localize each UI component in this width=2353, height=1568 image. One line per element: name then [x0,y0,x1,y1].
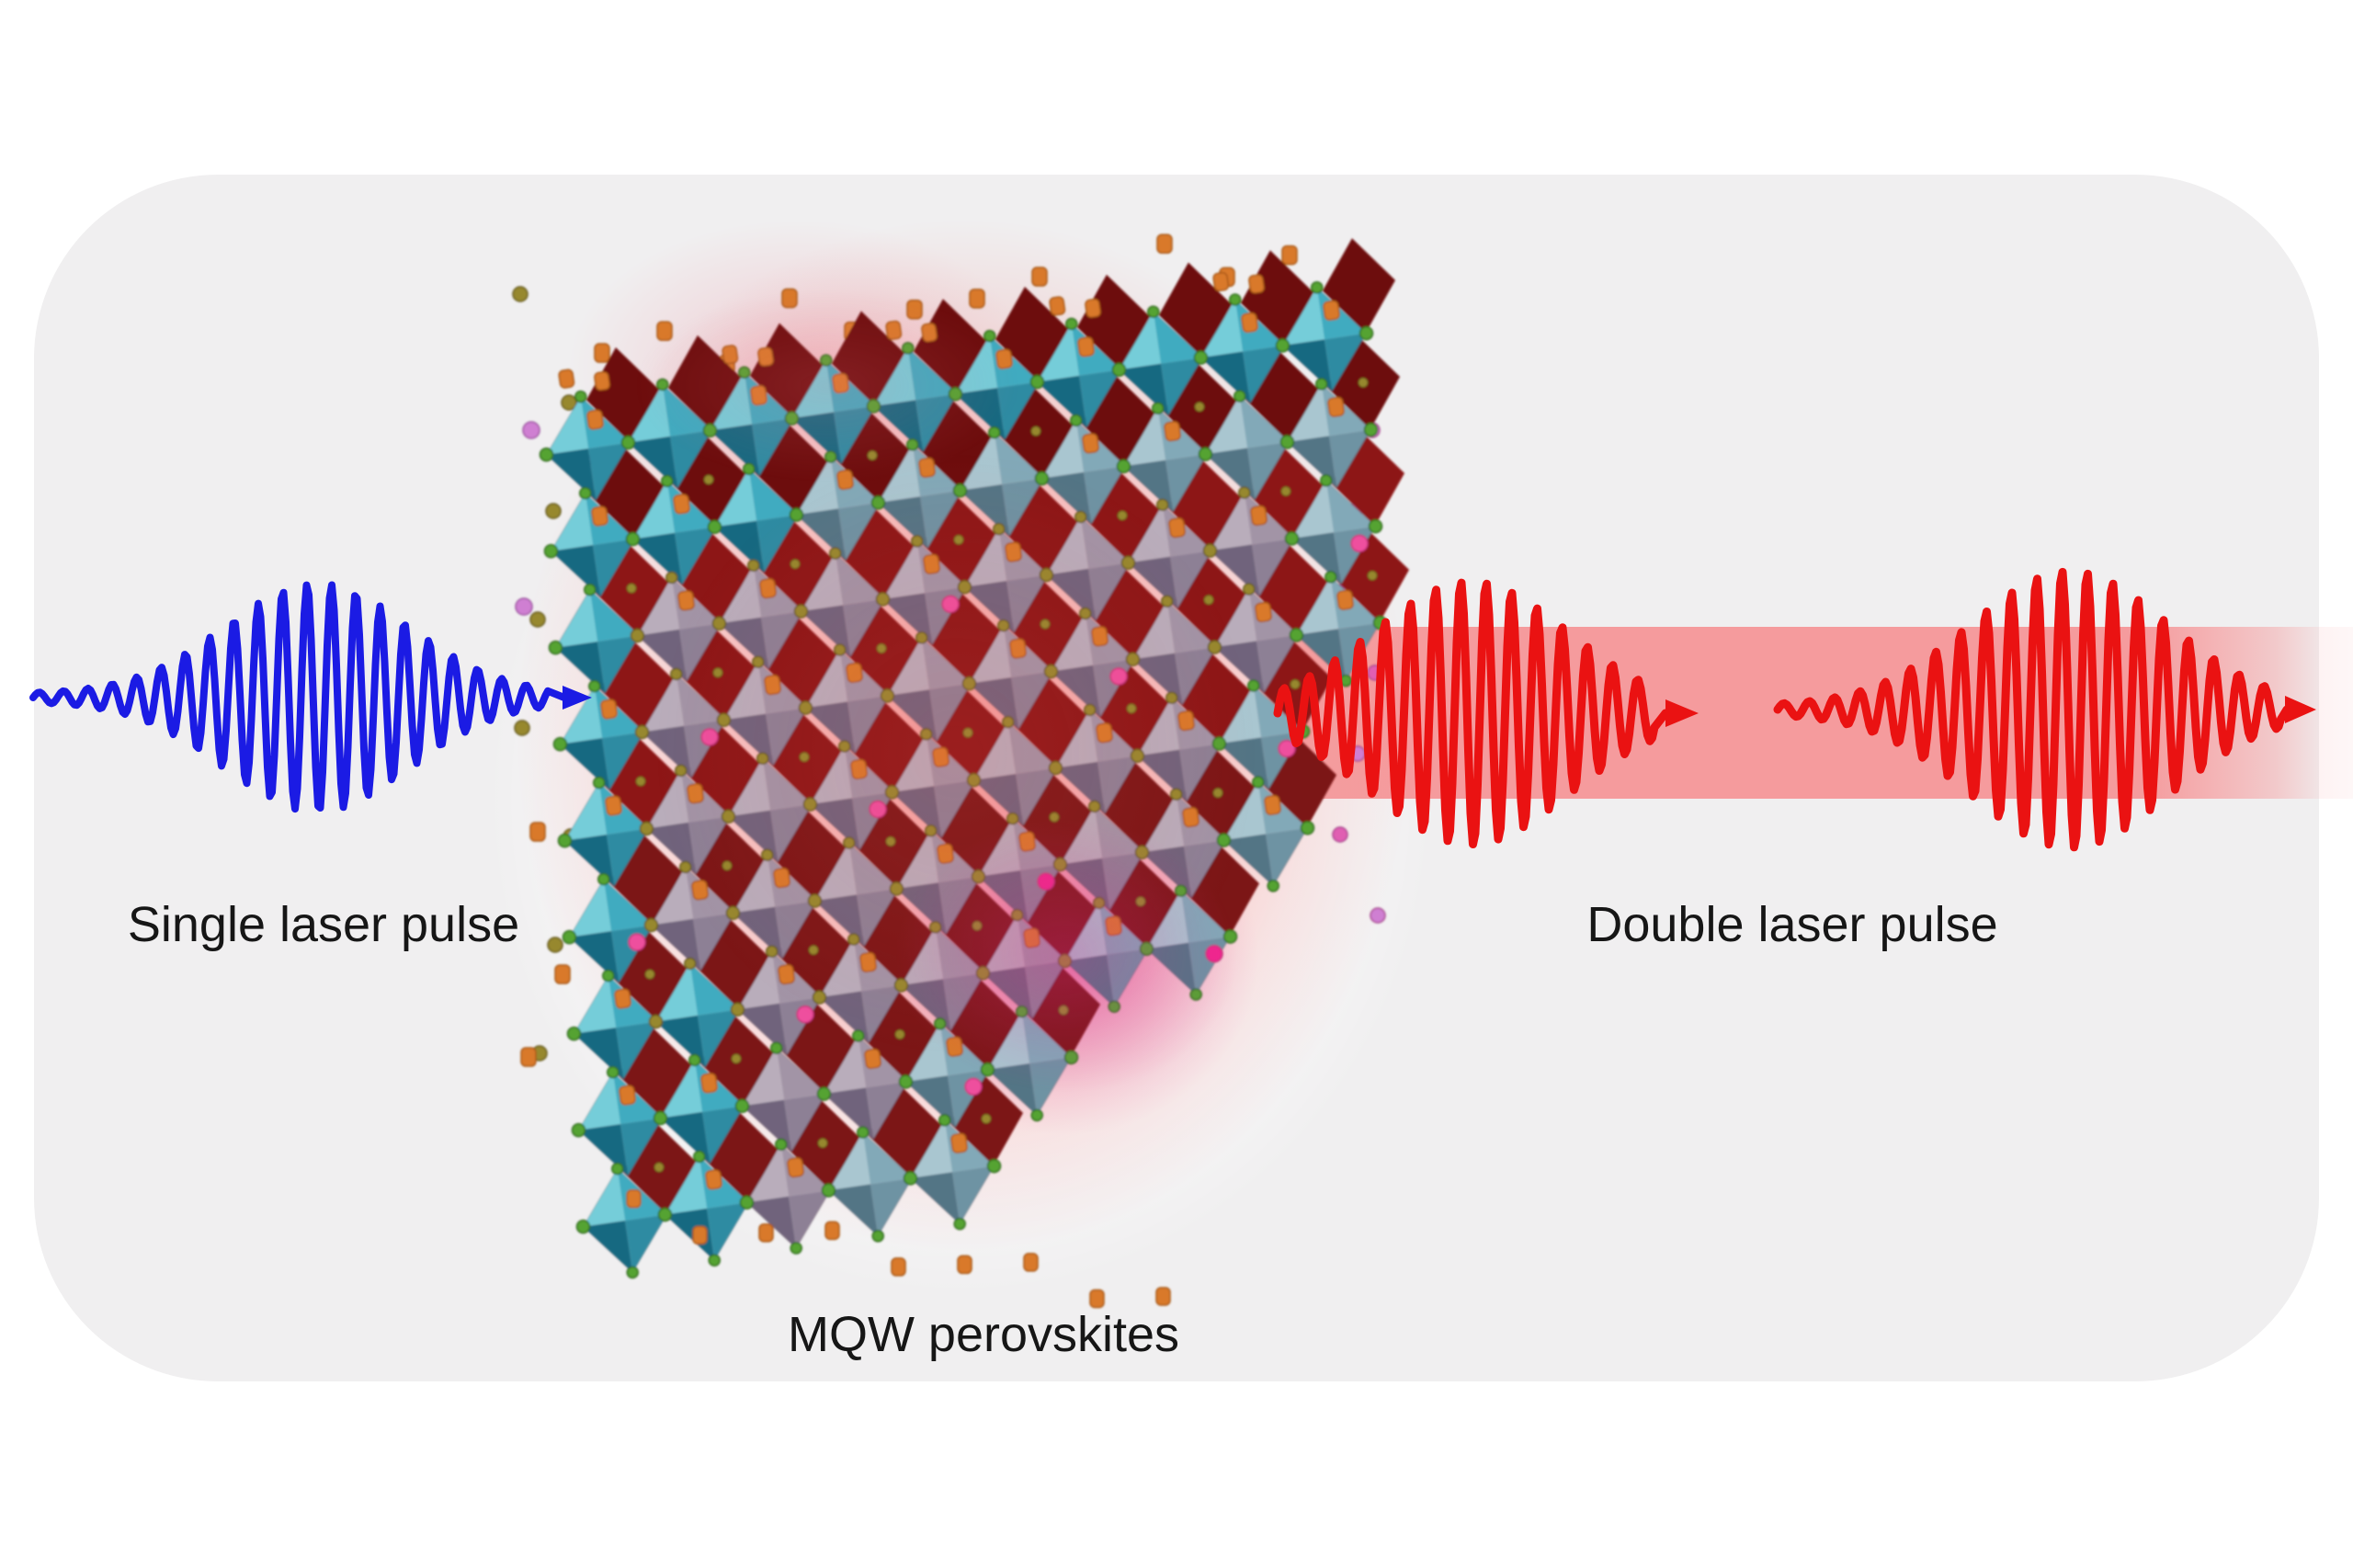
mqw-perovskites-label: MQW perovskites [787,1307,1180,1362]
crystal-lattice [512,233,1410,1309]
red-arrowhead-2 [2285,696,2316,723]
double-laser-pulse-label: Double laser pulse [1586,897,1998,952]
double-laser-pulse-wave-1 [1273,578,1699,848]
front-octahedra [539,271,1388,1279]
blue-arrowhead [563,686,592,710]
pink-front-tint [551,248,1103,524]
double-laser-pulse-wave-2 [1773,567,2316,852]
single-laser-pulse-wave [29,581,592,813]
red-front-tint [524,322,1388,1186]
red-arrowhead-1 [1665,699,1699,727]
magenta-front-tint [790,735,1342,1176]
single-laser-pulse-label: Single laser pulse [127,897,520,952]
bottom-orange-cations [626,1189,1171,1309]
